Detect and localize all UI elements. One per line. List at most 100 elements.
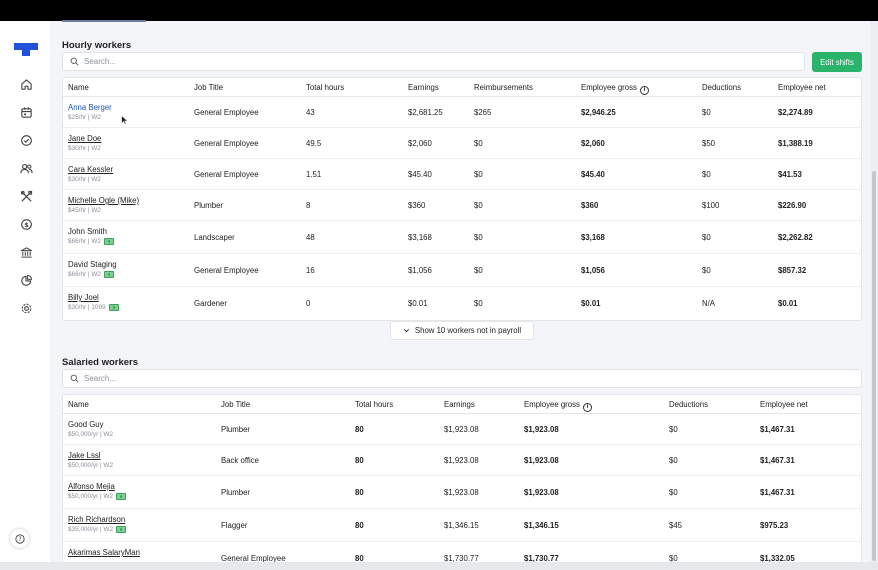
calendar-icon[interactable] — [18, 104, 34, 120]
worker-rate-text: $50,000/yr | W2 — [68, 493, 113, 500]
column-header[interactable]: Deductions — [702, 83, 742, 92]
worker-rate-text: $50,000/yr | W2 — [68, 462, 113, 469]
worker-rate: $30/hr | W2 — [68, 145, 101, 152]
worker-name-link[interactable]: David Staging — [68, 260, 117, 269]
info-icon[interactable]: i — [639, 85, 649, 95]
worker-name-link[interactable]: Anna Berger — [68, 103, 112, 112]
column-header[interactable]: Total hours — [355, 400, 394, 409]
total-hours-cell: 48 — [306, 233, 315, 242]
salaried-search-input[interactable] — [84, 374, 384, 383]
earnings-cell: $1,923.08 — [444, 456, 479, 465]
table-row[interactable]: Michelle Ogle (Mike) $45/hr | W2 Plumber… — [63, 190, 861, 221]
worker-rate: $50,000/yr | W2 — [68, 462, 113, 469]
column-header[interactable]: Reimbursements — [474, 83, 533, 92]
total-hours-cell: 80 — [355, 456, 364, 465]
tools-icon[interactable] — [18, 188, 34, 204]
edit-shifts-button[interactable]: Edit shifts — [812, 52, 862, 72]
home-icon[interactable] — [18, 76, 34, 92]
column-header[interactable]: Employee net — [760, 400, 808, 409]
deductions-cell: N/A — [702, 299, 715, 308]
employee-gross-cell: $1,346.15 — [524, 521, 559, 530]
worker-name-cell: Alfonso Mejia $50,000/yr | W2 — [68, 482, 126, 500]
reimbursements-cell: $0 — [474, 139, 483, 148]
total-hours-cell: 8 — [306, 201, 311, 210]
job-title-cell: Back office — [221, 456, 259, 465]
salaried-workers-title: Salaried workers — [62, 357, 139, 368]
deductions-cell: $0 — [702, 108, 711, 117]
column-header[interactable]: Job Title — [194, 83, 224, 92]
worker-name-link[interactable]: Michelle Ogle (Mike) — [68, 196, 140, 205]
app-logo[interactable] — [14, 43, 38, 57]
hourly-workers-title: Hourly workers — [62, 40, 132, 51]
worker-name-link[interactable]: Jane Doe — [68, 134, 102, 143]
table-row[interactable]: Alfonso Mejia $50,000/yr | W2 Plumber 80… — [63, 476, 861, 509]
column-header[interactable]: Job Title — [221, 400, 251, 409]
worker-rate: $30/hr | W2 — [68, 176, 113, 183]
worker-rate: $35,000/yr | W2 — [68, 526, 126, 533]
worker-name-link[interactable]: Cara Kessler — [68, 165, 114, 174]
column-header-gross[interactable]: Employee gross i — [581, 83, 649, 95]
scrollbar-thumb[interactable] — [872, 171, 876, 561]
worker-rate: $50,000/yr | W2 — [68, 431, 113, 438]
table-row[interactable]: Jake Lssl $50,000/yr | W2 Back office 80… — [63, 445, 861, 476]
reimbursements-cell: $0 — [474, 299, 483, 308]
column-header-gross[interactable]: Employee gross i — [524, 400, 592, 412]
column-header[interactable]: Name — [68, 83, 89, 92]
job-title-cell: Plumber — [221, 488, 251, 497]
info-icon[interactable]: i — [582, 402, 592, 412]
svg-text:$: $ — [24, 220, 29, 228]
table-row[interactable]: Billy Joel $30/hr | 1099 Gardener 0 $0.0… — [63, 287, 861, 320]
worker-name-link[interactable]: Alfonso Mejia — [68, 482, 115, 491]
employee-net-cell: $975.23 — [760, 521, 789, 530]
job-title-cell: Flagger — [221, 521, 248, 530]
pie-chart-icon[interactable] — [18, 272, 34, 288]
worker-name-link[interactable]: Akarimas SalaryMan — [68, 548, 140, 557]
table-row[interactable]: Rich Richardson $35,000/yr | W2 Flagger … — [63, 509, 861, 542]
table-row[interactable]: Akarimas SalaryMan General Employee 80 $… — [63, 542, 861, 562]
table-row[interactable]: David Staging $66/hr | W2 General Employ… — [63, 254, 861, 287]
total-hours-cell: 16 — [306, 266, 315, 275]
worker-name-link[interactable]: Good Guy — [68, 420, 104, 429]
job-title-cell: Gardener — [194, 299, 227, 308]
worker-rate-text: $66/hr | W2 — [68, 271, 101, 278]
table-row[interactable]: Good Guy $50,000/yr | W2 Plumber 80 $1,9… — [63, 414, 861, 445]
check-circle-icon[interactable] — [18, 132, 34, 148]
job-title-cell: General Employee — [194, 108, 259, 117]
worker-name-cell: Billy Joel $30/hr | 1099 — [68, 293, 119, 311]
users-icon[interactable] — [18, 160, 34, 176]
gear-icon[interactable] — [18, 300, 34, 316]
worker-rate-text: $35,000/yr | W2 — [68, 526, 113, 533]
worker-name-link[interactable]: John Smith — [68, 227, 108, 236]
worker-rate-text: $30/hr | W2 — [68, 145, 101, 152]
worker-rate-text: $45/hr | W2 — [68, 207, 101, 214]
column-header[interactable]: Name — [68, 400, 89, 409]
dollar-icon[interactable]: $ — [18, 216, 34, 232]
bank-icon[interactable] — [18, 244, 34, 260]
table-row[interactable]: Cara Kessler $30/hr | W2 General Employe… — [63, 159, 861, 190]
vertical-scrollbar[interactable] — [870, 21, 878, 562]
job-title-cell: General Employee — [194, 266, 259, 275]
hourly-search-box[interactable] — [62, 52, 805, 71]
earnings-cell: $1,056 — [408, 266, 432, 275]
column-header[interactable]: Deductions — [669, 400, 709, 409]
worker-name-link[interactable]: Rich Richardson — [68, 515, 126, 524]
worker-name-link[interactable]: Jake Lssl — [68, 451, 101, 460]
show-workers-not-in-payroll-button[interactable]: Show 10 workers not in payroll — [390, 321, 534, 340]
worker-name-link[interactable]: Billy Joel — [68, 293, 99, 302]
column-header[interactable]: Earnings — [408, 83, 439, 92]
table-row[interactable]: Anna Berger $25/hr | W2 General Employee… — [63, 97, 861, 128]
hourly-search-input[interactable] — [84, 57, 384, 66]
svg-text:?: ? — [18, 537, 21, 543]
column-header[interactable]: Employee net — [778, 83, 826, 92]
worker-name-cell: Akarimas SalaryMan — [68, 548, 140, 557]
column-header[interactable]: Total hours — [306, 83, 345, 92]
column-header[interactable]: Earnings — [444, 400, 475, 409]
help-icon[interactable]: ? — [10, 529, 29, 548]
deductions-cell: $0 — [669, 425, 678, 434]
earnings-cell: $2,681.25 — [408, 108, 443, 117]
salaried-search-box[interactable] — [62, 369, 862, 388]
table-row[interactable]: Jane Doe $30/hr | W2 General Employee 49… — [63, 128, 861, 159]
earnings-cell: $1,730.77 — [444, 554, 479, 562]
table-row[interactable]: John Smith $66/hr | W2 Landscaper 48 $3,… — [63, 221, 861, 254]
show-more-label: Show 10 workers not in payroll — [414, 326, 522, 335]
